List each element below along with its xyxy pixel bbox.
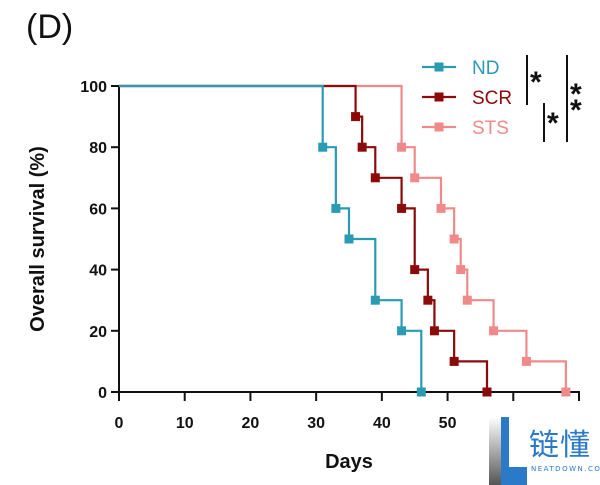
series-nd <box>119 84 426 397</box>
censor-marker <box>416 387 426 397</box>
legend-item-scr: SCR <box>422 88 512 109</box>
y-tick-label: 40 <box>89 263 107 280</box>
legend: ND SCR STS <box>422 58 512 139</box>
series-scr <box>119 84 492 397</box>
censor-marker <box>357 142 367 152</box>
x-axis-title: Days <box>325 451 373 473</box>
watermark-subtext: NEATDOWN.COM <box>531 465 600 473</box>
censor-marker <box>462 295 472 305</box>
legend-item-sts: STS <box>422 118 509 139</box>
censor-marker <box>397 142 407 152</box>
watermark-text: 链懂 <box>529 428 591 463</box>
significance-bracket: * <box>543 103 559 142</box>
y-tick-label: 0 <box>98 385 107 402</box>
survival-curve-scr <box>119 84 489 392</box>
legend-label: STS <box>472 118 509 139</box>
y-tick-label: 60 <box>89 201 107 218</box>
axes: 0 20 40 60 80 100 0 10 20 30 40 50 <box>80 79 580 432</box>
x-tick-label: 30 <box>307 415 325 432</box>
censor-marker <box>410 265 420 275</box>
legend-item-nd: ND <box>422 58 499 79</box>
y-tick-label: 100 <box>80 79 107 96</box>
legend-marker <box>434 62 444 72</box>
legend-marker <box>434 122 444 132</box>
y-tick-label: 80 <box>89 140 107 157</box>
survival-curve-nd <box>119 84 423 392</box>
censor-marker <box>521 356 531 366</box>
censor-marker <box>318 142 328 152</box>
censor-marker <box>489 326 499 336</box>
series-sts <box>119 84 571 397</box>
legend-marker <box>434 92 444 102</box>
censor-marker <box>436 203 446 213</box>
significance-bracket: * <box>526 55 542 105</box>
censor-marker <box>370 173 380 183</box>
x-tick-label: 10 <box>176 415 194 432</box>
y-tick-label: 20 <box>89 324 107 341</box>
significance-stars: * <box>570 94 582 127</box>
x-tick-label: 0 <box>115 415 124 432</box>
censor-marker <box>397 326 407 336</box>
censor-marker <box>429 326 439 336</box>
significance-bracket: ** <box>566 55 582 142</box>
x-tick-label: 20 <box>242 415 260 432</box>
censor-marker <box>449 356 459 366</box>
significance-stars: * <box>547 107 559 140</box>
series-layer <box>119 84 571 397</box>
significance-stars: * <box>530 66 542 99</box>
censor-marker <box>561 387 571 397</box>
legend-label: SCR <box>472 88 512 109</box>
censor-marker <box>370 295 380 305</box>
censor-marker <box>410 173 420 183</box>
censor-marker <box>397 203 407 213</box>
y-axis-title: Overall survival (%) <box>27 146 49 332</box>
censor-marker <box>423 295 433 305</box>
censor-marker <box>456 265 466 275</box>
significance-annotations: **** <box>526 55 582 142</box>
survival-curve-sts <box>119 84 567 392</box>
x-tick-label: 40 <box>373 415 391 432</box>
censor-marker <box>482 387 492 397</box>
censor-marker <box>351 112 361 122</box>
censor-marker <box>331 203 341 213</box>
panel-label: (D) <box>26 8 74 46</box>
watermark-logo-icon <box>489 417 527 485</box>
significance-stars: * <box>570 78 582 111</box>
censor-marker <box>449 234 459 244</box>
censor-marker <box>344 234 354 244</box>
x-tick-label: 50 <box>439 415 457 432</box>
legend-label: ND <box>472 58 499 79</box>
